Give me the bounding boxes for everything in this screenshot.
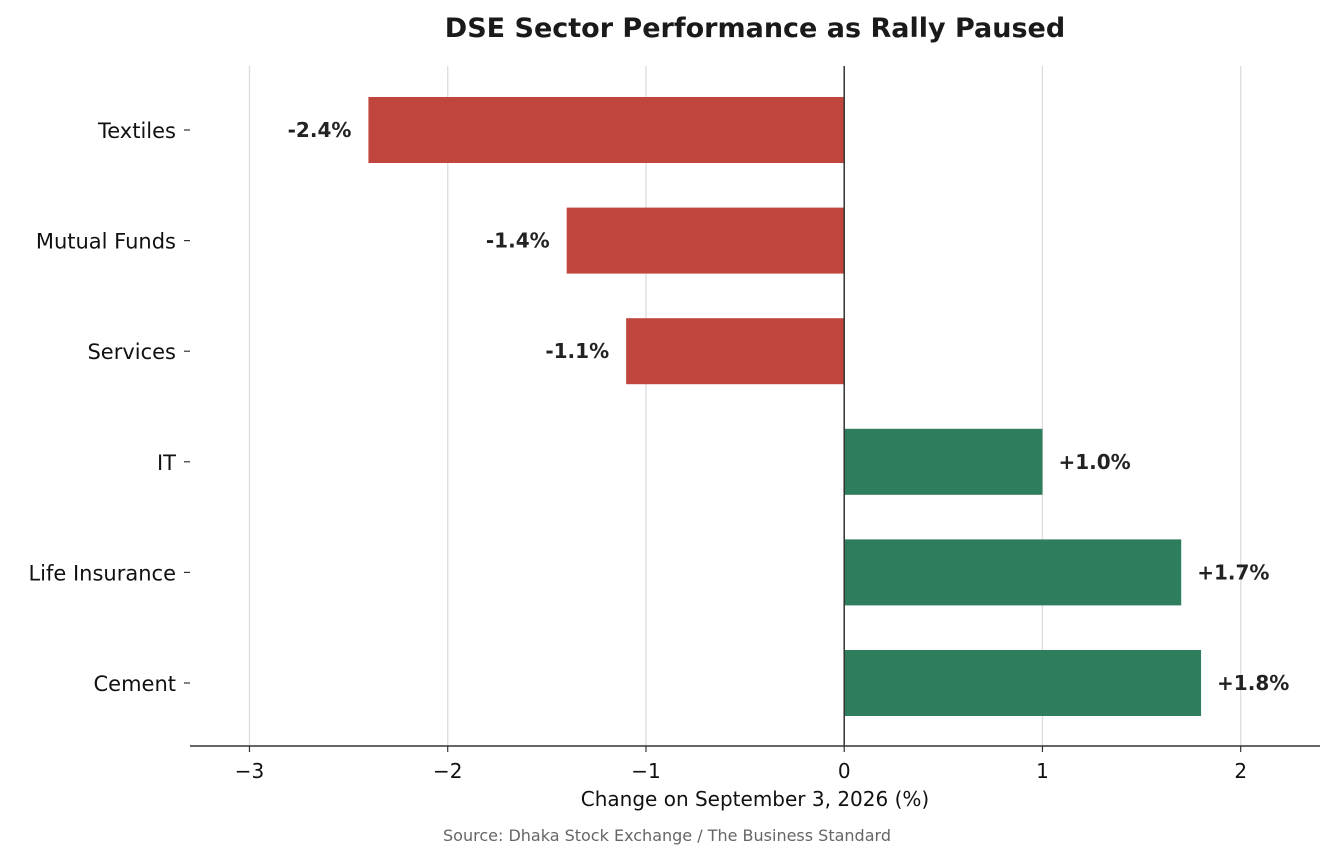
bar (368, 97, 845, 163)
data-label: +1.7% (1197, 560, 1269, 584)
x-tick-label: 0 (838, 759, 851, 783)
y-category-label: Services (87, 340, 176, 364)
data-label: +1.8% (1217, 671, 1289, 695)
x-tick-label: −2 (433, 759, 462, 783)
x-tick-label: 2 (1234, 759, 1247, 783)
grid-lines (248, 66, 1242, 746)
labels: −3 −2 −1 0 1 2 Textiles Mutual Funds Services IT L… (28, 118, 1289, 783)
x-tick-label: −3 (235, 759, 264, 783)
bar (844, 650, 1202, 716)
bar (566, 207, 845, 274)
source-note: Source: Dhaka Stock Exchange / The Busin… (443, 826, 891, 845)
x-axis-title: Change on September 3, 2026 (%) (581, 787, 929, 811)
y-category-label: Cement (93, 672, 176, 696)
data-label: -1.4% (486, 229, 550, 253)
axes (184, 66, 1320, 752)
y-category-label: Life Insurance (28, 561, 176, 585)
bar (844, 539, 1182, 606)
y-category-label: IT (157, 451, 176, 475)
data-label: -1.1% (545, 339, 609, 363)
bars (368, 97, 1202, 716)
x-tick-label: 1 (1036, 759, 1049, 783)
y-category-label: Textiles (97, 119, 176, 143)
y-category-label: Mutual Funds (36, 230, 176, 254)
bar (844, 428, 1043, 495)
bar (626, 318, 845, 385)
chart-title: DSE Sector Performance as Rally Paused (445, 13, 1065, 44)
data-label: +1.0% (1058, 450, 1130, 474)
data-label: -2.4% (288, 118, 352, 142)
x-tick-label: −1 (631, 759, 660, 783)
